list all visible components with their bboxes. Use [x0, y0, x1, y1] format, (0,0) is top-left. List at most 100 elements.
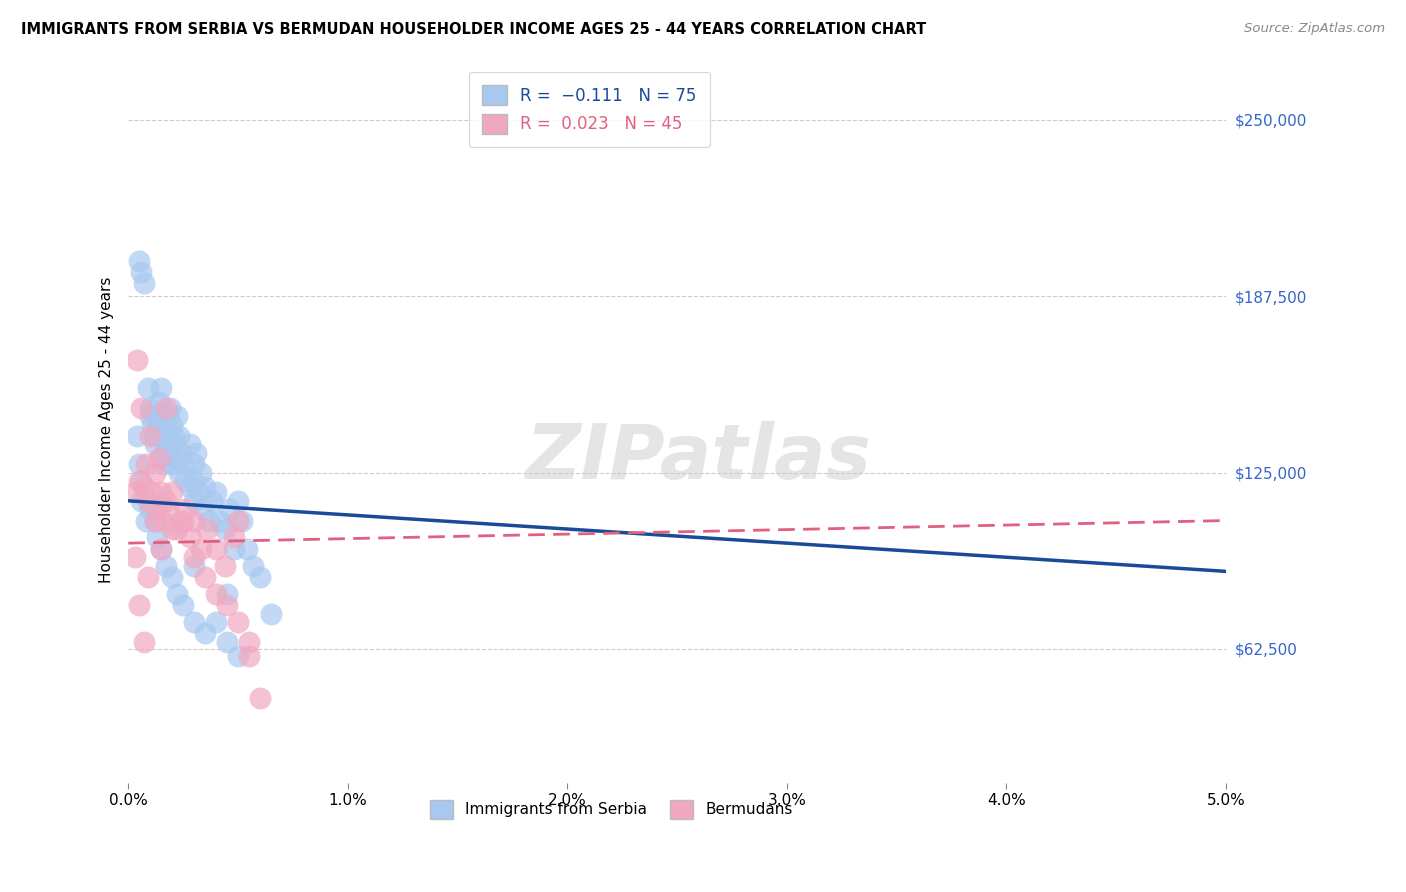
- Point: [135, 457, 157, 471]
- Point: [128, 599, 150, 613]
- Point: [172, 514, 194, 528]
- Point: [128, 253, 150, 268]
- Point: [190, 466, 212, 480]
- Point: [172, 599, 194, 613]
- Point: [209, 514, 232, 528]
- Point: [139, 401, 162, 415]
- Point: [150, 451, 173, 466]
- Point: [194, 570, 217, 584]
- Point: [183, 615, 205, 629]
- Point: [143, 429, 166, 443]
- Point: [155, 401, 177, 415]
- Point: [152, 514, 174, 528]
- Point: [128, 474, 150, 488]
- Point: [136, 381, 159, 395]
- Point: [148, 423, 170, 437]
- Point: [167, 429, 190, 443]
- Point: [179, 480, 201, 494]
- Point: [124, 550, 146, 565]
- Point: [226, 493, 249, 508]
- Point: [170, 514, 193, 528]
- Point: [205, 615, 228, 629]
- Point: [124, 485, 146, 500]
- Point: [136, 493, 159, 508]
- Point: [160, 457, 183, 471]
- Point: [150, 485, 173, 500]
- Point: [205, 541, 228, 556]
- Point: [236, 541, 259, 556]
- Point: [215, 587, 238, 601]
- Point: [125, 352, 148, 367]
- Point: [139, 409, 162, 424]
- Point: [141, 417, 163, 432]
- Point: [260, 607, 283, 621]
- Point: [195, 522, 218, 536]
- Point: [166, 409, 188, 424]
- Point: [215, 599, 238, 613]
- Point: [159, 401, 181, 415]
- Point: [194, 626, 217, 640]
- Point: [132, 480, 155, 494]
- Point: [160, 417, 183, 432]
- Point: [231, 514, 253, 528]
- Point: [214, 558, 236, 573]
- Point: [205, 485, 228, 500]
- Text: Source: ZipAtlas.com: Source: ZipAtlas.com: [1244, 22, 1385, 36]
- Point: [155, 558, 177, 573]
- Point: [190, 541, 212, 556]
- Point: [183, 558, 205, 573]
- Point: [183, 550, 205, 565]
- Point: [155, 493, 177, 508]
- Point: [222, 531, 245, 545]
- Point: [160, 437, 183, 451]
- Legend: Immigrants from Serbia, Bermudans: Immigrants from Serbia, Bermudans: [423, 794, 799, 825]
- Point: [218, 502, 240, 516]
- Point: [152, 457, 174, 471]
- Point: [146, 531, 169, 545]
- Point: [155, 437, 177, 451]
- Point: [143, 437, 166, 451]
- Point: [179, 531, 201, 545]
- Point: [174, 502, 197, 516]
- Text: IMMIGRANTS FROM SERBIA VS BERMUDAN HOUSEHOLDER INCOME AGES 25 - 44 YEARS CORRELA: IMMIGRANTS FROM SERBIA VS BERMUDAN HOUSE…: [21, 22, 927, 37]
- Point: [146, 502, 169, 516]
- Point: [132, 277, 155, 291]
- Point: [156, 446, 179, 460]
- Point: [148, 395, 170, 409]
- Point: [191, 502, 214, 516]
- Text: ZIPatlas: ZIPatlas: [526, 421, 872, 495]
- Point: [131, 265, 153, 279]
- Point: [125, 429, 148, 443]
- Y-axis label: Householder Income Ages 25 - 44 years: Householder Income Ages 25 - 44 years: [100, 277, 114, 583]
- Point: [166, 522, 188, 536]
- Point: [183, 493, 205, 508]
- Point: [131, 401, 153, 415]
- Point: [249, 691, 271, 706]
- Point: [143, 466, 166, 480]
- Point: [167, 466, 190, 480]
- Point: [174, 474, 197, 488]
- Point: [238, 648, 260, 663]
- Point: [143, 514, 166, 528]
- Point: [187, 485, 209, 500]
- Point: [156, 502, 179, 516]
- Point: [166, 587, 188, 601]
- Point: [201, 493, 224, 508]
- Point: [143, 514, 166, 528]
- Point: [222, 541, 245, 556]
- Point: [186, 446, 208, 460]
- Point: [160, 485, 183, 500]
- Point: [226, 615, 249, 629]
- Point: [205, 587, 228, 601]
- Point: [249, 570, 271, 584]
- Point: [160, 522, 183, 536]
- Point: [148, 451, 170, 466]
- Point: [156, 409, 179, 424]
- Point: [166, 451, 188, 466]
- Point: [183, 457, 205, 471]
- Point: [215, 635, 238, 649]
- Point: [163, 429, 186, 443]
- Point: [160, 570, 183, 584]
- Point: [128, 457, 150, 471]
- Point: [183, 514, 205, 528]
